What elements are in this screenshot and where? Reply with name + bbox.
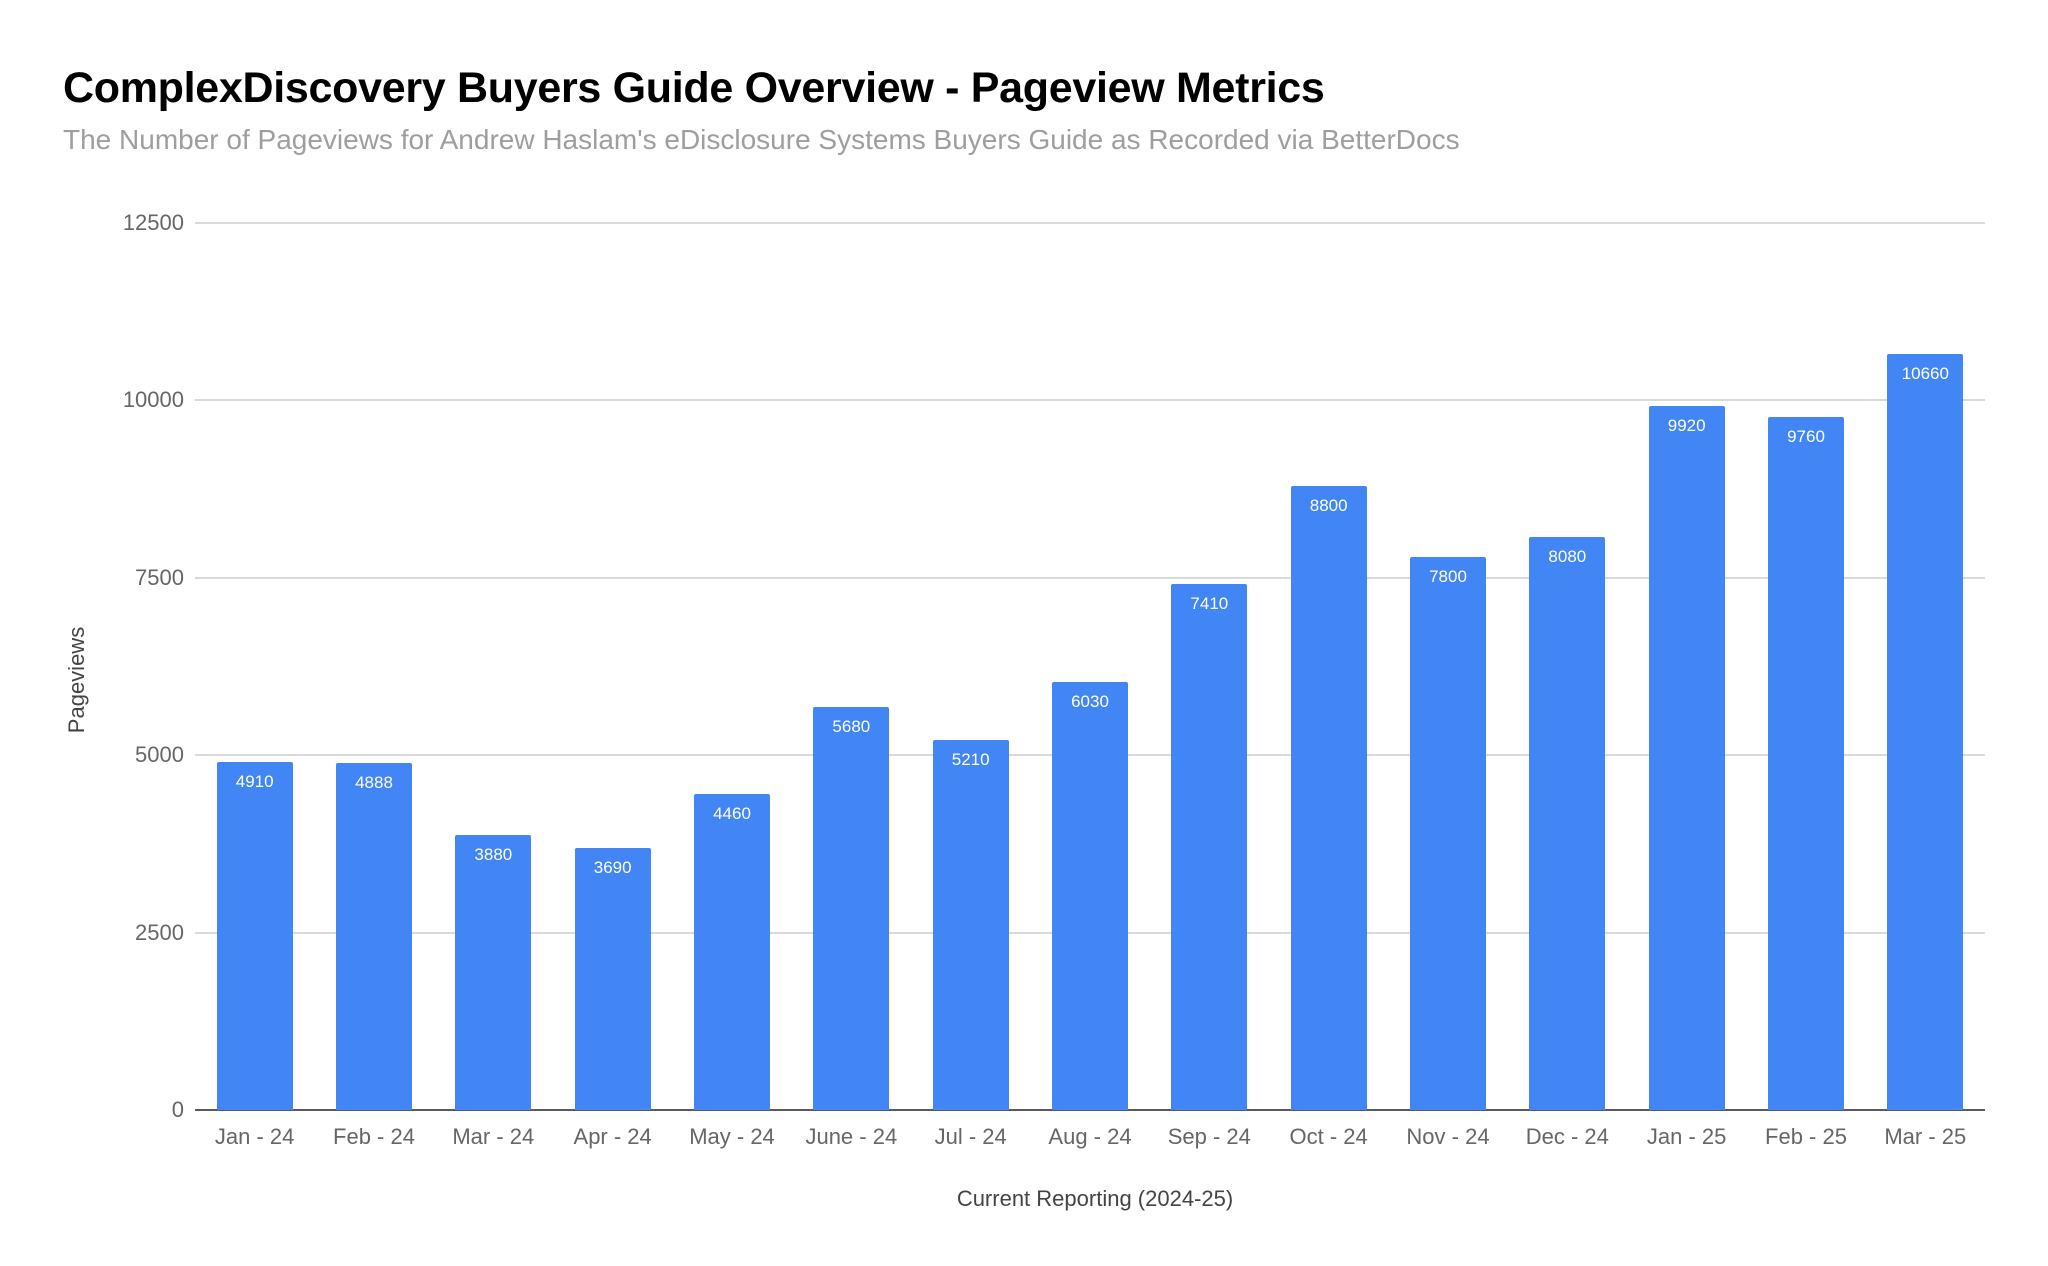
bar[interactable]: 10660 xyxy=(1887,353,1964,1110)
x-tick-label: Aug - 24 xyxy=(1048,1124,1132,1149)
chart-title: ComplexDiscovery Buyers Guide Overview -… xyxy=(63,64,1325,112)
bar[interactable]: 6030 xyxy=(1052,682,1128,1110)
bar-value-label: 3690 xyxy=(593,858,632,878)
x-tick-label: Mar - 24 xyxy=(452,1124,535,1149)
bar[interactable]: 5210 xyxy=(932,740,1009,1110)
bar[interactable]: 7410 xyxy=(1171,584,1248,1110)
gridline xyxy=(195,399,1985,402)
x-tick-label: Dec - 24 xyxy=(1525,1124,1609,1149)
bar-value-label: 9760 xyxy=(1787,427,1825,447)
gridline xyxy=(195,576,1985,579)
bar-value-label: 8080 xyxy=(1548,546,1587,566)
bar[interactable]: 8800 xyxy=(1290,485,1367,1110)
x-tick-label: Jan - 25 xyxy=(1646,1124,1727,1149)
x-tick-label: Oct - 24 xyxy=(1289,1124,1368,1149)
bar[interactable]: 3880 xyxy=(455,834,532,1110)
x-tick-label: Sep - 24 xyxy=(1167,1124,1251,1149)
bar-value-label: 4910 xyxy=(235,771,274,791)
x-axis-line xyxy=(195,1109,1985,1111)
bar[interactable]: 8080 xyxy=(1529,536,1606,1110)
bar-value-label: 4888 xyxy=(355,773,393,793)
bar-value-label: 8800 xyxy=(1309,495,1348,515)
x-tick-label: Jul - 24 xyxy=(934,1124,1007,1149)
bar-value-label: 7410 xyxy=(1190,594,1229,614)
bar-value-label: 7800 xyxy=(1429,566,1467,586)
x-tick-label: Feb - 24 xyxy=(333,1124,415,1149)
y-tick-label: 2500 xyxy=(135,919,184,945)
x-tick-label: Jan - 24 xyxy=(214,1124,295,1149)
x-tick-label: Feb - 25 xyxy=(1765,1124,1847,1149)
bar[interactable]: 9760 xyxy=(1768,417,1844,1110)
bar-value-label: 5210 xyxy=(951,750,990,770)
bar-value-label: 3880 xyxy=(474,844,513,864)
x-tick-label: Mar - 25 xyxy=(1884,1124,1967,1149)
y-tick-label: 7500 xyxy=(135,564,184,590)
y-tick-label: 0 xyxy=(171,1097,184,1122)
bar[interactable]: 4460 xyxy=(694,793,770,1110)
bar-value-label: 6030 xyxy=(1071,692,1109,712)
bar[interactable]: 5680 xyxy=(813,706,890,1110)
x-tick-label: May - 24 xyxy=(689,1124,775,1149)
bar[interactable]: 3690 xyxy=(574,848,651,1110)
y-tick-label: 10000 xyxy=(122,387,184,413)
bar[interactable]: 9920 xyxy=(1648,406,1725,1110)
bar-value-label: 5680 xyxy=(832,716,871,736)
x-tick-label: Nov - 24 xyxy=(1406,1124,1490,1149)
chart-subtitle: The Number of Pageviews for Andrew Hasla… xyxy=(63,124,1460,155)
y-axis-title: Pageviews xyxy=(64,626,89,734)
bar-value-label: 4460 xyxy=(713,803,751,823)
bar[interactable]: 7800 xyxy=(1410,556,1486,1110)
bar[interactable]: 4910 xyxy=(216,761,293,1110)
y-tick-label: 12500 xyxy=(122,210,184,235)
bar[interactable]: 4888 xyxy=(336,763,412,1110)
y-tick-label: 5000 xyxy=(135,742,184,768)
x-tick-label: June - 24 xyxy=(805,1124,898,1149)
x-axis-title: Current Reporting (2024-25) xyxy=(956,1186,1234,1211)
bar-value-label: 10660 xyxy=(1901,363,1949,383)
gridline xyxy=(195,222,1985,224)
x-tick-label: Apr - 24 xyxy=(573,1124,652,1149)
bar-value-label: 9920 xyxy=(1667,416,1706,436)
